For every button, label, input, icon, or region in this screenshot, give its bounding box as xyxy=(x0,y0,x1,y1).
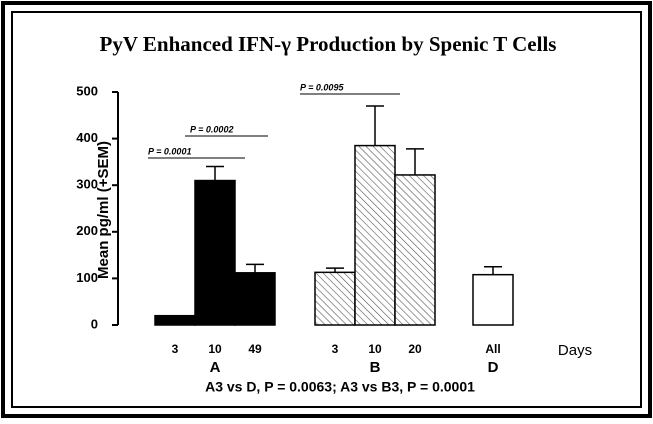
footnote: A3 vs D, P = 0.0063; A3 vs B3, P = 0.000… xyxy=(205,379,475,395)
x-tick-label: 20 xyxy=(408,342,422,356)
y-tick-label: 400 xyxy=(76,130,98,145)
y-tick-label: 100 xyxy=(76,270,98,285)
x-tick-label: 10 xyxy=(208,342,222,356)
x-tick-label: 3 xyxy=(172,342,179,356)
bar xyxy=(234,272,276,326)
x-axis-label: Days xyxy=(558,342,592,359)
group-label: B xyxy=(370,359,381,376)
y-tick-label: 300 xyxy=(76,177,98,192)
p-value-annotation: P = 0.0095 xyxy=(300,82,344,92)
x-tick-label: All xyxy=(485,342,500,356)
y-tick-label: 200 xyxy=(76,223,98,238)
chart-title: PyV Enhanced IFN-γ Production by Spenic … xyxy=(100,32,557,56)
x-tick-label: 10 xyxy=(368,342,382,356)
p-value-annotation: P = 0.0001 xyxy=(148,146,191,156)
bar xyxy=(354,144,396,326)
y-tick-label: 0 xyxy=(91,316,98,331)
bar xyxy=(154,314,196,326)
bar xyxy=(314,271,356,326)
group-label: A xyxy=(210,359,221,376)
inner-frame xyxy=(11,11,642,408)
p-value-annotation: P = 0.0002 xyxy=(190,124,233,134)
y-axis-label: Mean pg/ml (+SEM) xyxy=(95,141,112,279)
bar xyxy=(194,179,236,326)
group-label: D xyxy=(488,359,499,376)
bar xyxy=(394,174,436,326)
x-tick-label: 3 xyxy=(332,342,339,356)
bar xyxy=(472,273,514,326)
y-tick-label: 500 xyxy=(76,83,98,98)
x-tick-label: 49 xyxy=(248,342,262,356)
